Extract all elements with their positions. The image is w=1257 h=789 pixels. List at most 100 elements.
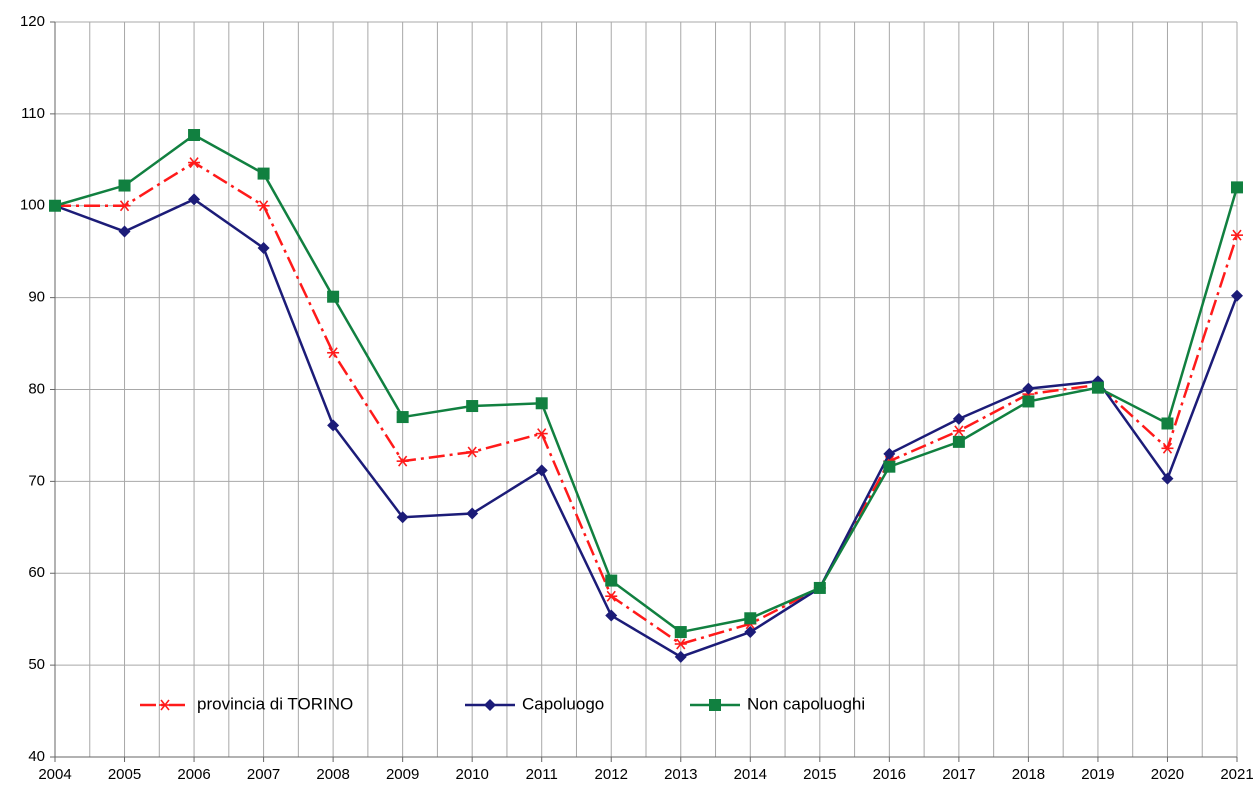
legend-item: Capoluogo (465, 694, 604, 713)
marker-stroke (537, 428, 547, 440)
marker-stroke (160, 699, 170, 711)
marker (883, 447, 896, 460)
marker (674, 638, 687, 650)
marker (1231, 181, 1243, 194)
marker-stroke (606, 590, 616, 602)
marker (396, 455, 409, 467)
marker (1231, 289, 1243, 302)
x-tick-label: 2019 (1081, 766, 1114, 783)
legend-label: Non capoluoghi (747, 694, 865, 713)
x-tick-label: 2004 (38, 766, 71, 783)
marker (1091, 381, 1104, 394)
marker (674, 650, 687, 663)
marker-stroke (676, 638, 686, 650)
marker-stroke (467, 446, 477, 458)
marker (535, 428, 548, 440)
marker (744, 612, 757, 625)
marker-stroke (1162, 442, 1173, 454)
marker (952, 435, 965, 448)
marker (1022, 382, 1035, 395)
x-tick-label: 2007 (247, 766, 280, 783)
x-tick-label: 2016 (873, 766, 906, 783)
marker (118, 179, 131, 192)
x-tick-label: 2013 (664, 766, 697, 783)
x-tick-label: 2010 (455, 766, 488, 783)
y-tick-label: 70 (28, 472, 45, 489)
marker (535, 464, 548, 477)
y-tick-label: 50 (28, 656, 45, 673)
marker (952, 425, 965, 437)
marker-stroke (119, 200, 130, 212)
x-tick-label: 2005 (108, 766, 141, 783)
marker (188, 129, 201, 142)
marker (605, 609, 618, 622)
x-tick-label: 2008 (316, 766, 349, 783)
marker (159, 699, 171, 711)
marker (257, 200, 270, 212)
marker (466, 400, 479, 413)
marker (188, 193, 201, 206)
marker (396, 511, 409, 524)
series-line (55, 161, 1239, 646)
y-tick-label: 80 (28, 380, 45, 397)
marker-stroke (1232, 229, 1242, 241)
x-tick-label: 2015 (803, 766, 836, 783)
marker-stroke (398, 455, 408, 467)
marker (327, 290, 340, 303)
legend-label: provincia di TORINO (197, 694, 353, 713)
x-tick-label: 2009 (386, 766, 419, 783)
marker (1161, 472, 1174, 485)
marker (709, 699, 721, 711)
x-tick-label: 2021 (1220, 766, 1253, 783)
marker (257, 167, 270, 180)
marker (883, 460, 896, 473)
legend-item: Non capoluoghi (690, 694, 865, 713)
marker-stroke (328, 347, 338, 359)
y-tick-label: 100 (20, 197, 45, 214)
y-tick-label: 120 (20, 13, 45, 30)
marker-stroke (954, 425, 964, 437)
marker (813, 581, 826, 594)
marker-stroke (189, 157, 199, 169)
marker (535, 397, 548, 410)
marker (49, 199, 61, 212)
x-tick-label: 2006 (177, 766, 210, 783)
marker (1022, 395, 1035, 408)
marker (605, 590, 618, 602)
marker (1231, 229, 1243, 241)
x-tick-label: 2012 (595, 766, 628, 783)
legend-item: provincia di TORINO (140, 694, 353, 713)
marker (1161, 442, 1174, 454)
x-tick-label: 2017 (942, 766, 975, 783)
y-tick-label: 40 (28, 748, 45, 765)
series-line (54, 197, 1239, 659)
y-tick-label: 60 (28, 564, 45, 581)
x-tick-label: 2011 (526, 766, 558, 783)
marker (466, 507, 479, 520)
marker (327, 347, 340, 359)
marker (257, 242, 270, 255)
marker (327, 419, 340, 432)
marker (466, 446, 479, 458)
marker (188, 157, 201, 169)
marker-stroke (258, 200, 269, 212)
marker (118, 200, 131, 212)
legend-label: Capoluogo (522, 694, 604, 713)
series-line (54, 133, 1239, 634)
marker (674, 626, 687, 639)
x-tick-label: 2020 (1151, 766, 1184, 783)
y-tick-label: 90 (28, 289, 45, 306)
series (49, 129, 1243, 639)
marker (952, 412, 965, 425)
x-tick-label: 2014 (734, 766, 767, 783)
marker (744, 626, 757, 639)
marker (1161, 417, 1174, 430)
marker (605, 574, 618, 587)
marker (484, 699, 496, 711)
series (49, 193, 1243, 663)
y-tick-label: 110 (21, 105, 45, 122)
marker (118, 225, 131, 238)
marker (396, 411, 409, 424)
x-tick-label: 2018 (1012, 766, 1045, 783)
